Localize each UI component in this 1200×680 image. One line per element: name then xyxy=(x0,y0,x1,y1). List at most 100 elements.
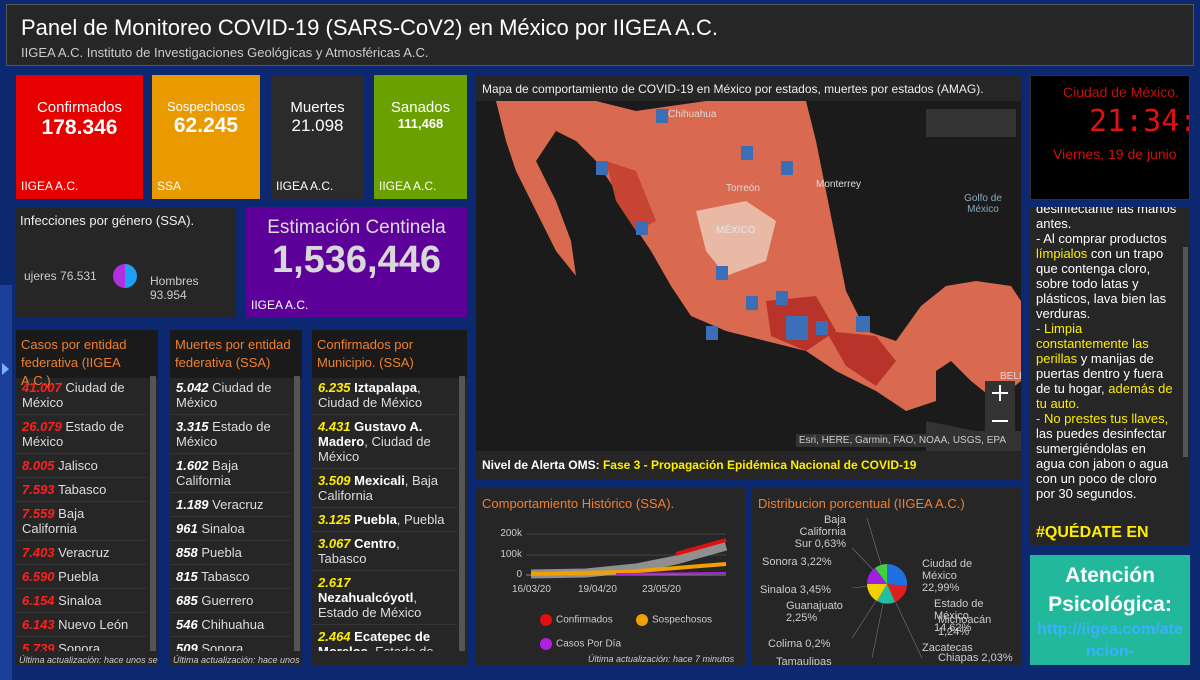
state-shape xyxy=(826,331,896,386)
kpi-label: Sospechosos xyxy=(166,99,246,114)
state-shape xyxy=(606,161,656,231)
side-tab[interactable] xyxy=(0,285,12,680)
list-item[interactable]: 7.593 Tabasco xyxy=(16,478,148,502)
item-place: Nezahualcóyotl xyxy=(318,590,414,605)
history-panel: Comportamiento Histórico (SSA). 200k 100… xyxy=(476,488,745,665)
arrow-icon xyxy=(2,363,9,375)
list-item[interactable]: 1.602 Baja California xyxy=(170,454,292,493)
list-item[interactable]: 6.235 Iztapalapa, Ciudad de México xyxy=(312,376,457,415)
list-item[interactable]: 4.431 Gustavo A. Madero, Ciudad de Méxic… xyxy=(312,415,457,469)
item-value: 3.315 xyxy=(176,419,209,434)
legend-item: Confirmados xyxy=(540,614,613,626)
list-panel: Muertes por entidad federativa (SSA) 5.04… xyxy=(170,330,302,665)
item-place: Puebla xyxy=(354,512,397,527)
map-toolbar[interactable] xyxy=(926,109,1016,137)
item-value: 26.079 xyxy=(22,419,62,434)
title: Panel de Monitoreo COVID-19 (SARS-CoV2) … xyxy=(21,15,718,40)
tip-text: y manijas de puertas dentro y fuera de t… xyxy=(1036,351,1164,396)
kpi-value: 178.346 xyxy=(41,116,118,139)
item-name: Puebla xyxy=(58,569,99,584)
list-item[interactable]: 509 Sonora xyxy=(170,637,292,651)
item-name: Veracruz xyxy=(58,545,110,560)
item-value: 1.189 xyxy=(176,497,209,512)
legend-swatch xyxy=(540,614,552,626)
list-item[interactable]: 1.189 Veracruz xyxy=(170,493,292,517)
item-name: Ciudad de México xyxy=(176,380,272,410)
panel-title: Infecciones por género (SSA). xyxy=(20,213,195,228)
list-item[interactable]: 3.125 Puebla, Puebla xyxy=(312,508,457,532)
item-name: Estado de México xyxy=(176,419,271,449)
item-value: 6.143 xyxy=(22,617,55,632)
kpi-value: 21.098 xyxy=(291,116,344,135)
centinela-value: 1,536,446 xyxy=(271,239,442,281)
item-name: Tabasco xyxy=(201,569,250,584)
kpi-sanados: Sanados 111,468 IIGEA A.C. xyxy=(374,75,467,199)
list-item[interactable]: 546 Chihuahua xyxy=(170,613,292,637)
kpi-source: IIGEA A.C. xyxy=(276,179,334,193)
psych-panel: Atención Psicológica: http://iigea.com/a… xyxy=(1030,555,1190,665)
list-items: 6.235 Iztapalapa, Ciudad de México 4.431 … xyxy=(312,376,457,651)
kpi-label: Muertes xyxy=(290,99,345,116)
map-label: Monterrey xyxy=(816,179,862,190)
tip-text: además de tu auto. xyxy=(1036,381,1173,411)
panel-title: Mapa de comportamiento de COVID-19 en Mé… xyxy=(482,82,984,96)
list-item[interactable]: 2.464 Ecatepec de Morelos, Estado de Méx… xyxy=(312,625,457,651)
list-item[interactable]: 5.739 Sonora xyxy=(16,637,148,651)
list-item[interactable]: 8.005 Jalisco xyxy=(16,454,148,478)
psych-title: Atención Psicológica: xyxy=(1048,564,1172,616)
list-item[interactable]: 961 Sinaloa xyxy=(170,517,292,541)
list-item[interactable]: 26.079 Estado de México xyxy=(16,415,148,454)
item-value: 961 xyxy=(176,521,198,536)
item-name: Puebla xyxy=(201,545,242,560)
list-item[interactable]: 6.143 Nuevo León xyxy=(16,613,148,637)
tip-text: desinfectante las manos antes. xyxy=(1036,207,1177,231)
list-item[interactable]: 2.617 Nezahualcóyotl, Estado de México xyxy=(312,571,457,625)
item-place: Iztapalapa xyxy=(354,380,418,395)
panel-title: Estimación Centinela xyxy=(267,217,446,238)
list-title: Confirmados por Municipio. (SSA) xyxy=(312,330,467,378)
tip-text: con un trapo que contenga cloro, sobre t… xyxy=(1036,246,1167,321)
item-name: Veracruz xyxy=(212,497,264,512)
alert-text: Fase 3 - Propagación Epidémica Nacional … xyxy=(602,458,917,472)
item-name: Jalisco xyxy=(58,458,98,473)
history-chart xyxy=(526,533,728,579)
item-value: 8.005 xyxy=(22,458,55,473)
item-value: 4.431 xyxy=(318,419,351,434)
list-item[interactable]: 7.403 Veracruz xyxy=(16,541,148,565)
map[interactable] xyxy=(476,101,1021,451)
list-item[interactable]: 3.509 Mexicali, Baja California xyxy=(312,469,457,508)
list-item[interactable]: 858 Puebla xyxy=(170,541,292,565)
panel-title: Distribucion porcentual (IIGEA A.C.) xyxy=(758,496,965,511)
item-value: 546 xyxy=(176,617,198,632)
tip-paragraph: - No prestes tus llaves, las puedes desi… xyxy=(1036,411,1178,501)
item-value: 2.464 xyxy=(318,629,351,644)
scrollbar[interactable] xyxy=(1183,247,1188,457)
psych-link[interactable]: http://iigea.com/atencion- xyxy=(1037,621,1183,660)
list-item[interactable]: 3.067 Centro, Tabasco xyxy=(312,532,457,571)
panel-title: Comportamiento Histórico (SSA). xyxy=(482,496,675,511)
list-item[interactable]: 685 Guerrero xyxy=(170,589,292,613)
x-tick-label: 23/05/20 xyxy=(642,584,681,595)
item-name: Ciudad de México xyxy=(22,380,125,410)
legend-swatch xyxy=(636,614,648,626)
list-item[interactable]: 6.154 Sinaloa xyxy=(16,589,148,613)
slice-label: Ciudad de México 22,99% xyxy=(922,558,973,594)
list-item[interactable]: 7.559 Baja California xyxy=(16,502,148,541)
state-shape xyxy=(696,201,776,276)
list-item[interactable]: 5.042 Ciudad de México xyxy=(170,376,292,415)
item-value: 7.403 xyxy=(22,545,55,560)
slice-label: Sonora 3,22% xyxy=(762,556,832,568)
list-item[interactable]: 3.315 Estado de México xyxy=(170,415,292,454)
clock-city: Ciudad de México. xyxy=(1063,84,1179,100)
list-items: 5.042 Ciudad de México 3.315 Estado de Mé… xyxy=(170,376,292,651)
tip-paragraph: desinfectante las manos antes. xyxy=(1036,207,1178,231)
item-place: Centro xyxy=(354,536,397,551)
list-item[interactable]: 41.007 Ciudad de México xyxy=(16,376,148,415)
list-item[interactable]: 6.590 Puebla xyxy=(16,565,148,589)
list-item[interactable]: 815 Tabasco xyxy=(170,565,292,589)
x-tick-label: 19/04/20 xyxy=(578,584,617,595)
item-value: 815 xyxy=(176,569,198,584)
slogan: #QUÉDATE EN CASA xyxy=(1036,524,1149,545)
x-tick-label: 16/03/20 xyxy=(512,584,551,595)
kpi-source: SSA xyxy=(157,179,182,193)
